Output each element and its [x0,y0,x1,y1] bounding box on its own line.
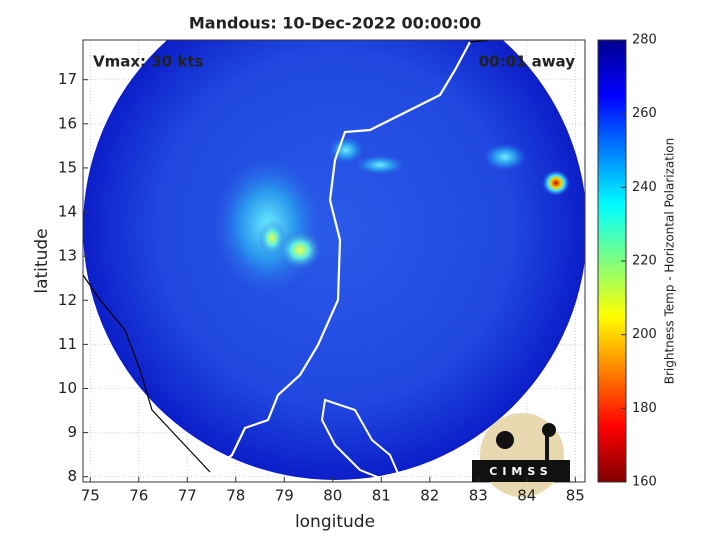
x-tick-label: 85 [566,487,585,505]
logo-tank [542,423,556,437]
x-tick-label: 77 [178,487,197,505]
y-tick-label: 12 [58,291,77,309]
colorbar-tick-label: 240 [632,180,657,195]
scan-disk [83,40,585,480]
cimss-logo: CIMSS [472,413,570,497]
colorbar-tick-label: 280 [632,33,657,48]
x-tick-label: 78 [226,487,245,505]
y-tick-label: 9 [67,423,77,441]
x-tick-label: 76 [129,487,148,505]
vmax-label: Vmax: 30 kts [93,53,203,71]
colorbar-tick-label: 160 [632,475,657,490]
time-label: 00:01 away [479,53,576,71]
x-tick-label: 80 [323,487,342,505]
y-tick-label: 16 [58,114,77,132]
x-tick-label: 79 [275,487,294,505]
x-tick-label: 84 [517,487,536,505]
colorbar-tick-label: 220 [632,254,657,269]
y-tick-label: 15 [58,158,77,176]
coastline [209,41,471,473]
plot-frame [82,39,586,483]
x-axis-label: longitude [295,512,375,532]
y-tick-label: 8 [67,467,77,485]
cloud-patch [355,155,405,175]
y-axis-label: latitude [32,228,52,293]
y-tick-label: 14 [58,203,77,221]
title: Mandous: 10-Dec-2022 00:00:00 [189,14,481,33]
cloud-core [278,230,322,270]
hot-spot [542,170,570,196]
sri-lanka-coast [320,398,402,482]
x-tick-label: 82 [420,487,439,505]
x-tick-label: 75 [81,487,100,505]
cloud-core [258,220,286,256]
colorbar-tick-label: 200 [632,327,657,342]
y-tick-label: 11 [58,335,77,353]
satellite-image [83,40,585,482]
y-tick-label: 17 [58,70,77,88]
colorbar-tick-label: 260 [632,106,657,121]
cloud-patch [483,143,527,171]
x-tick-label: 83 [469,487,488,505]
logo-dish [496,431,514,449]
logo-tower [545,435,549,461]
cloud-patch [328,136,364,164]
y-tick-label: 13 [58,247,77,265]
y-tick-label: 10 [58,379,77,397]
logo-band [472,460,570,482]
colorbar-tick-label: 180 [632,401,657,416]
logo-text: CIMSS [489,465,552,478]
x-tick-label: 81 [372,487,391,505]
colorbar-label: Brightness Temp - Horizontal Polarizatio… [663,138,677,385]
